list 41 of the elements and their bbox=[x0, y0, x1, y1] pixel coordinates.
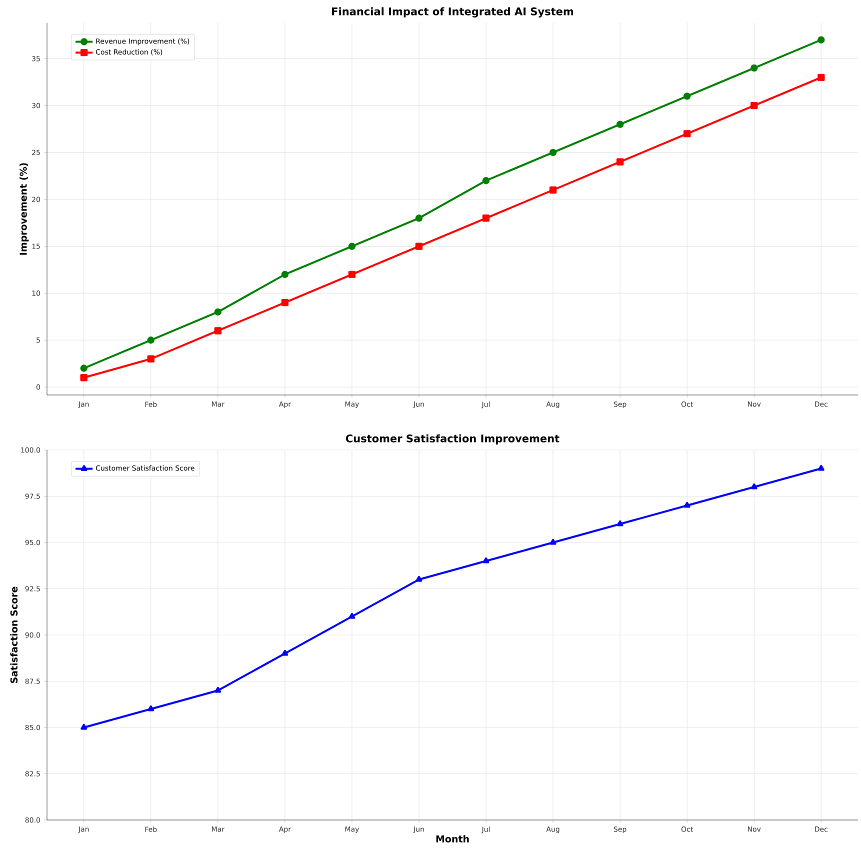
point bbox=[550, 538, 556, 545]
point bbox=[348, 270, 356, 278]
point bbox=[616, 120, 624, 128]
point bbox=[683, 130, 691, 138]
point bbox=[616, 158, 624, 166]
point bbox=[415, 214, 423, 222]
point bbox=[214, 327, 222, 334]
point bbox=[80, 374, 88, 382]
point bbox=[281, 270, 289, 278]
point bbox=[750, 483, 758, 490]
point bbox=[818, 464, 824, 471]
point bbox=[281, 298, 289, 306]
chart-title: Financial Impact of Integrated AI System bbox=[332, 7, 574, 18]
point bbox=[818, 74, 825, 82]
point bbox=[416, 576, 422, 582]
point bbox=[147, 355, 154, 362]
point bbox=[147, 336, 154, 344]
point bbox=[80, 724, 88, 730]
point bbox=[482, 557, 490, 564]
point bbox=[214, 308, 222, 316]
point bbox=[282, 650, 288, 656]
point bbox=[549, 186, 557, 194]
point bbox=[214, 686, 222, 693]
point bbox=[750, 102, 758, 110]
point bbox=[616, 520, 624, 526]
point bbox=[818, 36, 825, 44]
point bbox=[80, 364, 88, 372]
point bbox=[482, 177, 490, 184]
point bbox=[684, 502, 690, 508]
point bbox=[482, 214, 490, 222]
point bbox=[348, 242, 356, 250]
chart-title: Customer Satisfaction Improvement bbox=[346, 434, 560, 444]
y-axis-title: Improvement (%) bbox=[20, 163, 29, 255]
point bbox=[348, 612, 356, 619]
x-axis-title: Month bbox=[436, 835, 469, 842]
point bbox=[750, 64, 758, 72]
y-axis-title: Satisfaction Score bbox=[10, 586, 18, 684]
point bbox=[415, 242, 423, 250]
point bbox=[683, 92, 691, 100]
point bbox=[148, 705, 154, 712]
point bbox=[549, 148, 557, 156]
